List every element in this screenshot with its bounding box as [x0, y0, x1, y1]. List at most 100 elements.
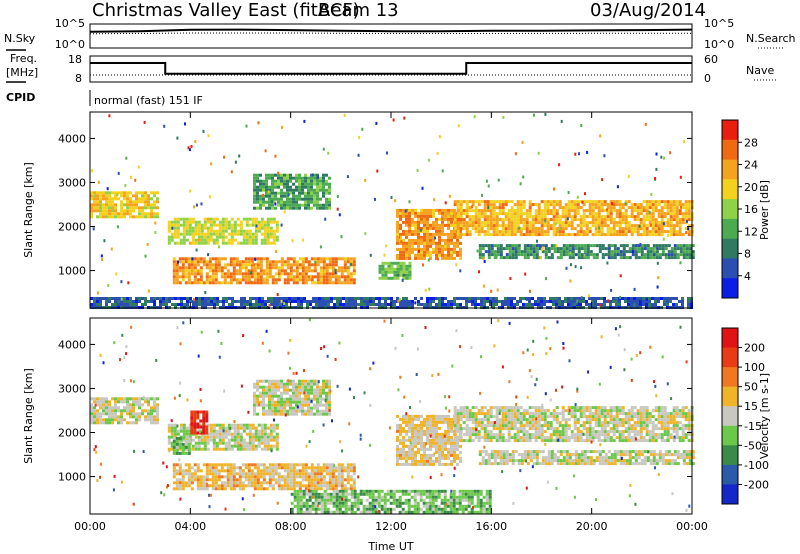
heatmap-cell	[307, 260, 311, 264]
heatmap-cell	[280, 263, 284, 267]
heatmap-cell	[135, 206, 138, 210]
heatmap-cell	[585, 215, 589, 219]
heatmap-cell	[510, 206, 514, 210]
heatmap-cell	[214, 269, 218, 273]
heatmap-cell	[349, 260, 353, 264]
heatmap-cell	[283, 185, 286, 189]
heatmap-cell	[117, 212, 120, 216]
heatmap-cell	[193, 472, 197, 476]
heatmap-cell	[325, 481, 329, 485]
heatmap-cell	[577, 244, 581, 248]
heatmap-cell	[310, 409, 313, 413]
heatmap-cell	[498, 200, 502, 204]
heatmap-cell	[175, 472, 179, 476]
heatmap-cell	[277, 179, 280, 183]
heatmap-cell	[678, 212, 682, 216]
heatmap-cell	[256, 263, 260, 267]
heatmap-cell	[402, 253, 405, 257]
heatmap-cell	[399, 226, 402, 230]
heatmap-cell	[414, 223, 417, 227]
heatmap-cell	[262, 409, 265, 413]
heatmap-cell	[642, 200, 646, 204]
heatmap-cell	[321, 303, 324, 306]
heatmap-cell	[253, 472, 257, 476]
heatmap-cell	[301, 409, 304, 413]
heatmap-cell	[669, 221, 673, 225]
heatmap-cell	[203, 217, 207, 221]
heatmap-cell	[348, 300, 351, 303]
heatmap-cell	[295, 472, 299, 476]
heatmap-cell	[301, 463, 305, 467]
heatmap-cell	[304, 281, 308, 285]
heatmap-cell	[637, 250, 641, 254]
heatmap-cell	[123, 203, 126, 207]
heatmap-cell	[226, 263, 230, 267]
heatmap-cell	[549, 218, 553, 222]
heatmap-cell	[138, 400, 141, 404]
heatmap-cell	[268, 463, 272, 467]
heatmap-cell	[313, 469, 317, 473]
heatmap-cell	[687, 209, 691, 213]
heatmap-cell	[202, 425, 206, 429]
heatmap-cell	[253, 173, 256, 177]
heatmap-cell	[325, 382, 328, 386]
heatmap-cell	[316, 466, 320, 470]
heatmap-cell	[349, 478, 353, 482]
heatmap-cell	[295, 475, 299, 479]
heatmap-cell	[642, 221, 646, 225]
heatmap-cell	[232, 475, 236, 479]
heatmap-cell	[182, 226, 186, 230]
heatmap-cell	[331, 472, 335, 476]
heatmap-cell	[580, 247, 584, 251]
heatmap-cell	[660, 200, 664, 204]
heatmap-cell	[639, 243, 642, 246]
heatmap-cell	[280, 406, 283, 410]
heatmap-cell	[552, 212, 556, 216]
heatmap-cell	[222, 300, 225, 303]
heatmap-cell	[239, 223, 243, 227]
heatmap-cell	[582, 224, 586, 228]
heatmap-cell	[270, 297, 273, 300]
heatmap-cell	[576, 195, 579, 199]
heatmap-cell	[417, 417, 420, 421]
heatmap-cell	[585, 230, 589, 234]
heatmap-cell	[220, 481, 224, 485]
heatmap-cell	[331, 266, 335, 270]
heatmap-cell	[268, 484, 272, 488]
heatmap-cell	[108, 406, 111, 410]
heatmap-cell	[167, 429, 171, 433]
heatmap-cell	[226, 472, 230, 476]
heatmap-cell	[239, 232, 243, 236]
heatmap-cell	[253, 478, 257, 482]
heatmap-cell	[471, 200, 475, 204]
heatmap-cell	[170, 429, 174, 433]
heatmap-cell	[325, 266, 329, 270]
heatmap-cell	[205, 278, 209, 282]
heatmap-cell	[209, 232, 213, 236]
heatmap-cell	[634, 244, 638, 248]
heatmap-cell	[297, 303, 300, 306]
heatmap-cell	[298, 266, 302, 270]
heatmap-cell	[283, 475, 287, 479]
heatmap-cell	[556, 256, 560, 260]
heatmap-cell	[624, 300, 627, 303]
heatmap-cell	[414, 429, 417, 433]
heatmap-cell	[206, 220, 210, 224]
heatmap-cell	[459, 247, 462, 251]
heatmap-cell	[117, 300, 120, 303]
heatmap-cell	[435, 256, 438, 260]
heatmap-cell	[235, 484, 239, 488]
heatmap-cell	[378, 276, 382, 280]
heatmap-cell	[667, 250, 671, 254]
heatmap-cell	[546, 218, 550, 222]
heatmap-cell	[513, 215, 517, 219]
heatmap-cell	[628, 250, 632, 254]
heatmap-cell	[214, 469, 218, 473]
heatmap-cell	[328, 257, 332, 261]
heatmap-cell	[253, 484, 257, 488]
heatmap-cell	[221, 426, 225, 430]
heatmap-cell	[683, 140, 686, 144]
heatmap-cell	[636, 300, 639, 303]
heatmap-cell	[387, 267, 391, 271]
heatmap-cell	[96, 200, 99, 204]
